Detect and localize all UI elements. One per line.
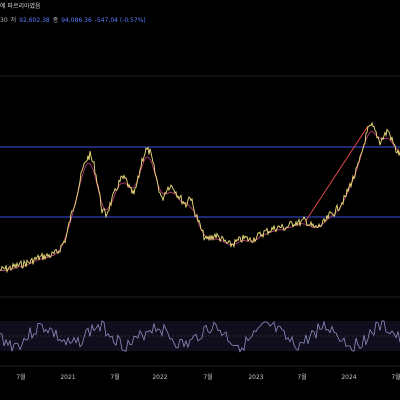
x-tick-label: 7월 — [391, 373, 400, 381]
support-resistance-lines — [0, 146, 400, 218]
x-tick-label: 7월 — [203, 373, 212, 381]
change-value: -547.04 (-0.57%) — [94, 17, 146, 24]
trend-line — [304, 125, 369, 223]
price-series — [0, 121, 400, 274]
price-line — [0, 121, 400, 274]
x-tick-label: 2022 — [152, 374, 167, 381]
x-tick-label: 7월 — [297, 373, 306, 381]
trend-line-group — [304, 125, 369, 223]
high-value: 92,602.38 — [19, 17, 50, 24]
x-tick-label: 2021 — [60, 374, 75, 381]
high-label: 저 — [10, 17, 17, 24]
x-tick-label: 7월 — [110, 373, 119, 381]
x-tick-label: 2023 — [248, 374, 263, 381]
oscillator-line — [0, 320, 400, 353]
header-text: 에 파르리아였음 — [0, 3, 41, 10]
ohlc-readout: 30 저 92,602.38 종 94,086.36 -547.04 (-0.57%) — [0, 17, 149, 25]
readout-prefix: 30 — [0, 17, 8, 24]
chart-header: 에 파르리아였음 30 저 92,602.38 종 94,086.36 -547.04 (… — [0, 0, 400, 26]
x-tick-label: 2024 — [341, 374, 356, 381]
x-tick-label: 7월 — [16, 373, 25, 381]
oscillator-panel — [0, 320, 400, 353]
symbol-title: 에 파르리아였음 — [0, 3, 41, 11]
close-value: 94,086.36 — [61, 17, 92, 24]
x-axis: 7월 2021 7월 2022 7월 2023 7월 2024 7월 — [16, 373, 400, 381]
close-label: 종 — [52, 17, 59, 24]
